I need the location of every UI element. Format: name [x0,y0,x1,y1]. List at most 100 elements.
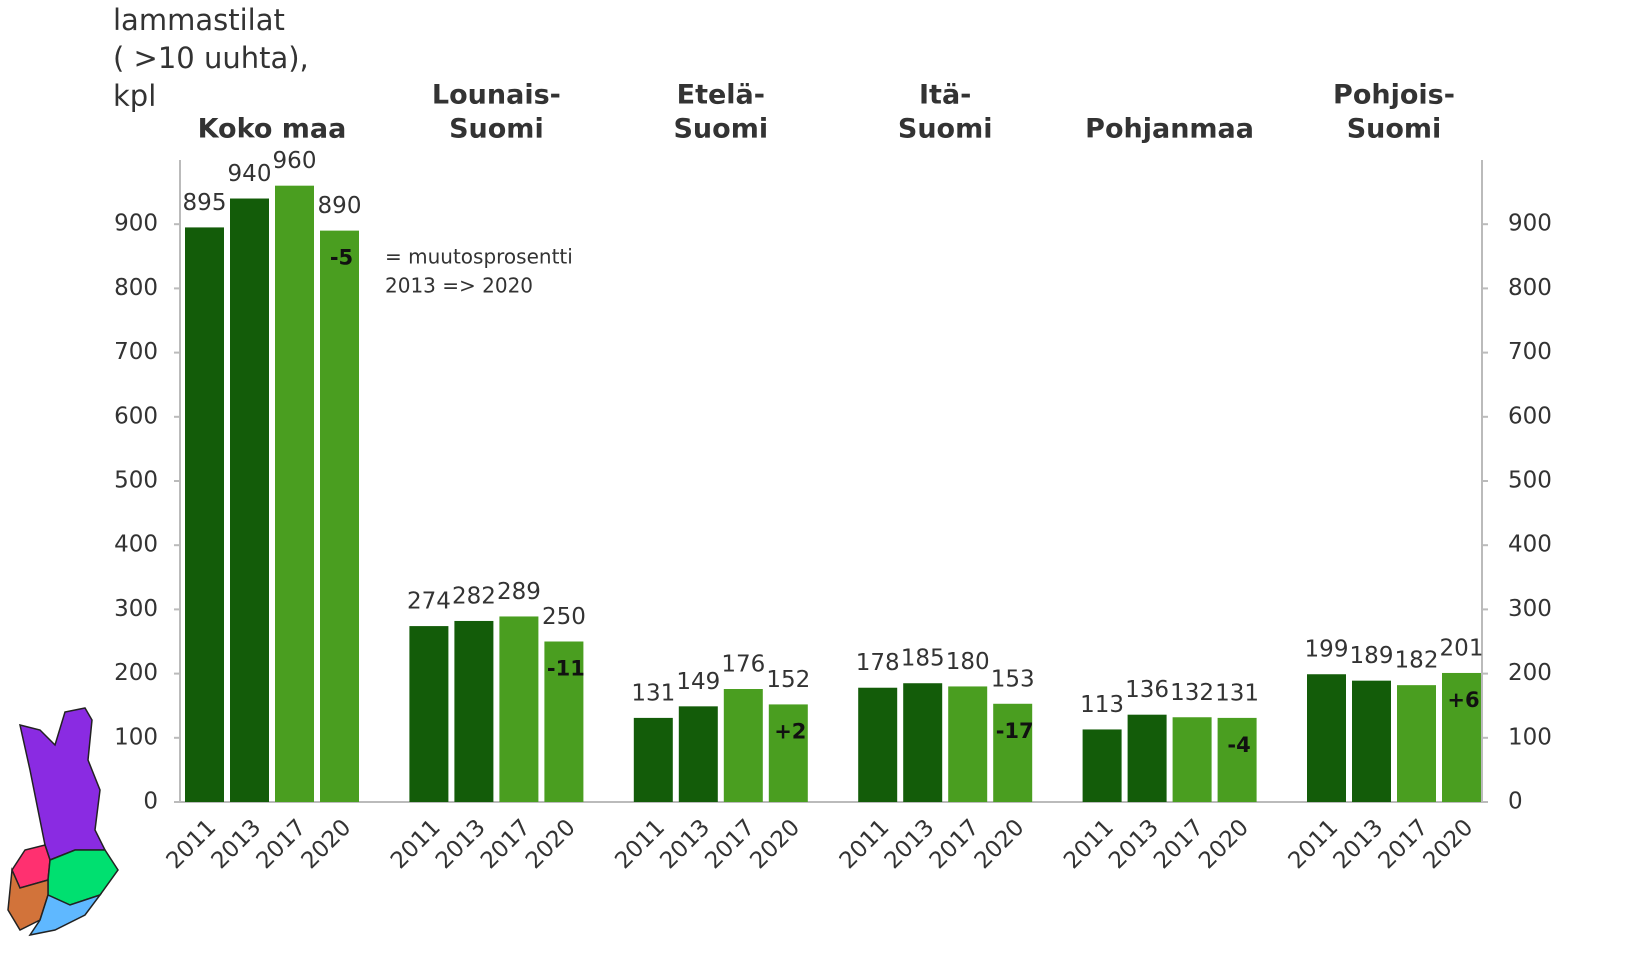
x-tick-label: 2013 [207,814,267,874]
x-tick-label: 2020 [1194,814,1254,874]
value-label: 274 [407,589,451,615]
finland-map [7,707,119,937]
value-label: 189 [1350,643,1394,669]
group-label: Koko maa [198,114,347,145]
group-label: Suomi [898,114,993,145]
value-label: 131 [631,680,675,706]
y2-tick-label: 500 [1508,468,1552,494]
y-tick-label: 700 [114,339,158,365]
value-label: 250 [542,604,586,630]
y-axis-title: lammastilat [113,3,285,37]
change-label: -17 [996,719,1034,743]
bar [993,703,1033,802]
bar [1217,717,1257,802]
y2-tick-label: 400 [1508,532,1552,558]
value-label: 176 [721,652,765,678]
y-axis-title: kpl [113,79,156,113]
group-label: Suomi [449,114,544,145]
y-tick-label: 600 [114,403,158,429]
x-tick-label: 2017 [252,814,312,874]
y-tick-label: 800 [114,275,158,301]
value-label: 940 [228,161,272,187]
x-tick-label: 2020 [297,814,357,874]
change-label: -5 [330,246,353,270]
x-tick-label: 2017 [925,814,985,874]
x-tick-label: 2020 [1419,814,1479,874]
value-label: 152 [766,667,810,693]
x-tick-label: 2013 [880,814,940,874]
y2-tick-label: 600 [1508,403,1552,429]
bar [1127,714,1167,802]
y-tick-label: 100 [114,724,158,750]
annotation: 2013 => 2020 [385,274,533,298]
bar [454,620,494,802]
y-tick-label: 400 [114,532,158,558]
group-label: Etelä- [677,80,765,111]
x-tick-label: 2017 [1149,814,1209,874]
bar [678,706,718,802]
y2-tick-label: 700 [1508,339,1552,365]
bar [633,717,673,802]
change-label: -4 [1227,733,1250,757]
x-tick-label: 2011 [1284,814,1344,874]
value-label: 136 [1125,677,1169,703]
value-label: 180 [946,649,990,675]
bar [948,686,988,802]
bar [903,683,943,802]
bar [544,641,584,802]
value-label: 149 [676,669,720,695]
x-tick-label: 2013 [655,814,715,874]
x-tick-label: 2011 [835,814,895,874]
bar [185,227,224,802]
value-label: 895 [183,190,227,216]
bar [1442,672,1481,802]
value-label: 131 [1215,680,1259,706]
group-label: Suomi [1347,114,1442,145]
bar [320,230,359,802]
x-tick-label: 2011 [1059,814,1119,874]
value-label: 282 [452,583,496,609]
y-tick-label: 0 [143,789,158,815]
x-tick-label: 2020 [745,814,805,874]
group-label: Pohjois- [1333,80,1455,111]
x-tick-label: 2011 [386,814,446,874]
x-tick-label: 2020 [521,814,581,874]
value-label: 289 [497,579,541,605]
x-tick-label: 2011 [610,814,670,874]
x-tick-label: 2011 [162,814,222,874]
x-tick-label: 2013 [1104,814,1164,874]
y2-tick-label: 900 [1508,211,1552,237]
bar [1172,717,1212,802]
value-label: 185 [901,646,945,672]
bar [1397,685,1436,802]
annotation: = muutosprosentti [385,245,573,269]
change-label: +2 [774,719,806,743]
y2-tick-label: 300 [1508,596,1552,622]
group-label: Lounais- [432,80,561,111]
y2-tick-label: 100 [1508,724,1552,750]
group-label: Suomi [673,114,768,145]
bar [858,687,898,802]
bar [723,689,763,802]
bar [1082,729,1122,802]
value-label: 199 [1305,637,1349,663]
x-tick-label: 2013 [1329,814,1389,874]
y-axis-title: ( >10 uuhta), [113,41,309,75]
value-label: 201 [1440,635,1484,661]
bar [1307,674,1346,802]
bar [275,185,314,802]
value-label: 178 [856,650,900,676]
bar [768,704,808,802]
value-label: 890 [318,193,362,219]
group-label: Itä- [919,80,971,111]
change-label: +6 [1447,688,1479,712]
bar [230,198,269,802]
y-tick-label: 500 [114,468,158,494]
x-tick-label: 2020 [970,814,1030,874]
group-label: Pohjanmaa [1085,114,1254,145]
y2-tick-label: 200 [1508,660,1552,686]
value-label: 182 [1395,648,1439,674]
y2-tick-label: 0 [1508,789,1523,815]
x-tick-label: 2017 [1374,814,1434,874]
